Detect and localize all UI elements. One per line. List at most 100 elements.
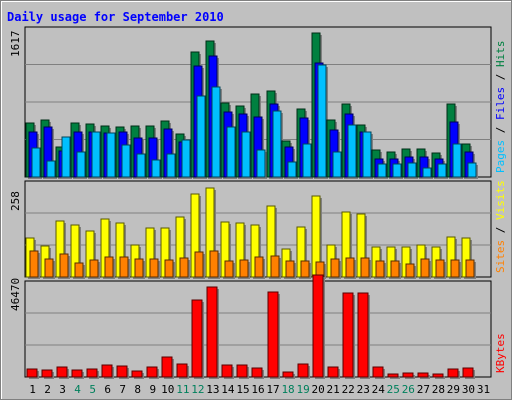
bar-sites-day-12-fill — [194, 251, 204, 278]
y-max-label: 1617 — [9, 31, 22, 58]
bar-kbytes-day-13-fill — [206, 286, 218, 378]
legend-visits-sites: Sites / Visits — [494, 180, 507, 273]
bar-kbytes-day-2 — [41, 369, 54, 379]
bar-kbytes-day-29 — [447, 368, 460, 379]
bar-sites-day-10 — [164, 259, 175, 279]
bar-kbytes-day-6-fill — [101, 364, 113, 378]
chart-title: Daily usage for September 2010 — [7, 10, 224, 24]
bar-pages-day-3 — [61, 136, 72, 179]
bar-sites-day-16 — [254, 256, 265, 279]
bar-kbytes-day-25-fill — [387, 373, 399, 378]
bar-sites-day-26-fill — [405, 263, 415, 278]
bar-pages-day-2 — [46, 160, 57, 179]
bar-kbytes-day-28 — [432, 373, 445, 379]
bar-kbytes-day-27-fill — [417, 372, 429, 378]
bar-kbytes-day-27 — [417, 372, 430, 379]
bar-pages-day-12-fill — [196, 95, 206, 178]
bar-kbytes-day-11 — [176, 363, 189, 379]
bar-sites-day-15-fill — [239, 259, 249, 278]
bar-sites-day-23-fill — [360, 257, 370, 278]
bar-sites-day-27 — [420, 258, 431, 279]
legend-hits-files-pages: Pages / Files / Hits — [494, 41, 507, 174]
x-tick-label-day-20: 20 — [312, 383, 325, 396]
bar-kbytes-day-26 — [402, 372, 415, 379]
x-tick-label-day-31: 31 — [477, 383, 490, 396]
bar-pages-day-7-fill — [121, 144, 131, 178]
bar-kbytes-day-15 — [236, 364, 249, 379]
bar-kbytes-day-12-fill — [191, 299, 203, 378]
x-tick-label-day-1: 1 — [29, 383, 36, 396]
bar-kbytes-day-29-fill — [447, 368, 459, 378]
bar-kbytes-day-8 — [131, 370, 144, 379]
bar-kbytes-day-30 — [462, 367, 475, 379]
bar-kbytes-day-5-fill — [86, 368, 98, 378]
legend-separator: / — [494, 120, 507, 140]
bar-kbytes-day-28-fill — [432, 373, 444, 378]
x-tick-label-day-4: 4 — [74, 383, 81, 396]
bar-pages-day-5 — [91, 131, 102, 179]
bar-sites-day-25-fill — [390, 260, 400, 278]
bar-kbytes-day-22-fill — [342, 292, 354, 378]
bar-sites-day-18-fill — [285, 260, 295, 278]
y-max-label: 258 — [9, 191, 22, 211]
bar-sites-day-4 — [74, 262, 85, 279]
legend-item-files: Files — [494, 87, 507, 120]
bar-pages-day-9 — [151, 159, 162, 179]
x-tick-label-day-27: 27 — [417, 383, 430, 396]
bar-pages-day-8-fill — [136, 153, 146, 178]
bar-sites-day-17-fill — [270, 255, 280, 278]
x-tick-label-day-5: 5 — [89, 383, 96, 396]
bar-kbytes-day-19-fill — [297, 363, 309, 378]
legend-text: Sites / Visits — [494, 180, 507, 273]
bar-pages-day-18-fill — [287, 161, 297, 178]
legend-item-visits: Visits — [494, 180, 507, 220]
panel-visits-sites: 258 Sites / Visits — [9, 180, 507, 279]
bar-pages-day-26-fill — [407, 162, 417, 178]
bar-sites-day-29-fill — [450, 259, 460, 278]
bar-kbytes-day-9-fill — [146, 366, 158, 378]
bar-sites-day-8-fill — [134, 258, 144, 278]
bar-sites-day-9 — [149, 258, 160, 279]
bar-kbytes-day-1 — [26, 368, 39, 379]
bar-sites-day-23 — [360, 257, 371, 279]
legend-item-kbytes: KBytes — [494, 333, 507, 373]
bar-pages-day-23-fill — [362, 131, 372, 178]
x-tick-label-day-18: 18 — [281, 383, 294, 396]
bar-kbytes-day-8-fill — [131, 370, 143, 378]
bar-kbytes-day-19 — [297, 363, 310, 379]
bar-pages-day-24 — [377, 163, 388, 179]
x-tick-label-day-26: 26 — [402, 383, 415, 396]
x-tick-label-day-7: 7 — [119, 383, 126, 396]
bar-sites-day-2-fill — [44, 258, 54, 278]
bar-kbytes-day-3 — [56, 366, 69, 379]
bar-pages-day-1 — [31, 147, 42, 179]
panel-border — [24, 280, 492, 378]
bar-pages-day-25-fill — [392, 163, 402, 178]
bar-pages-day-13-fill — [211, 86, 221, 178]
x-tick-label-day-23: 23 — [357, 383, 370, 396]
bar-pages-day-9-fill — [151, 159, 161, 178]
legend-item-pages: Pages — [494, 140, 507, 173]
bar-pages-day-27 — [422, 167, 433, 179]
bar-pages-day-27-fill — [422, 167, 432, 178]
bar-sites-day-19-fill — [300, 260, 310, 278]
bar-kbytes-day-17-fill — [267, 291, 279, 378]
bar-pages-day-26 — [407, 162, 418, 179]
bar-kbytes-day-18-fill — [282, 371, 294, 378]
bar-sites-day-3-fill — [59, 253, 69, 278]
bar-sites-day-4-fill — [74, 262, 84, 278]
bar-kbytes-day-26-fill — [402, 372, 414, 378]
bar-pages-day-29-fill — [452, 143, 462, 178]
bar-sites-day-11 — [179, 257, 190, 279]
bar-kbytes-day-15-fill — [236, 364, 248, 378]
x-tick-label-day-11: 11 — [176, 383, 189, 396]
bar-kbytes-day-3-fill — [56, 366, 68, 378]
bar-kbytes-day-7 — [116, 365, 129, 379]
bar-kbytes-day-1-fill — [26, 368, 38, 378]
bar-pages-day-3-fill — [61, 136, 71, 178]
bar-kbytes-day-14-fill — [221, 364, 233, 378]
bar-kbytes-day-30-fill — [462, 367, 474, 378]
x-tick-label-day-12: 12 — [191, 383, 204, 396]
bar-kbytes-day-4-fill — [71, 369, 83, 378]
bar-sites-day-24-fill — [375, 260, 385, 278]
